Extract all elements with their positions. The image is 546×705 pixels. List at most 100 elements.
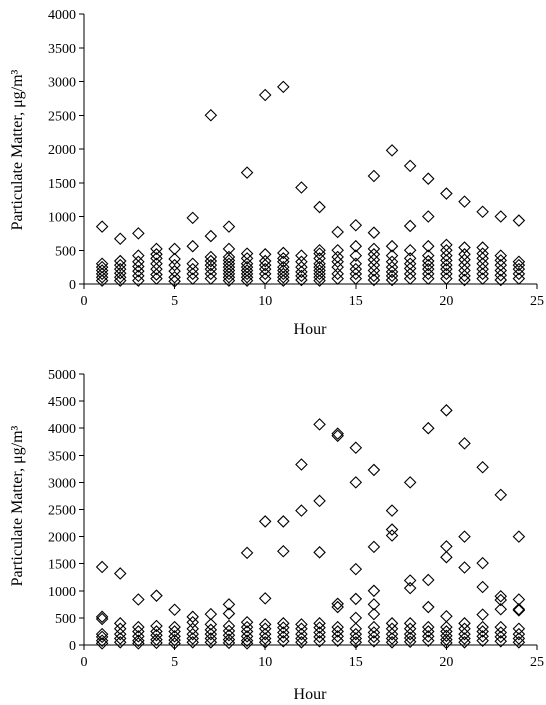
data-point [295,622,308,636]
data-point [313,267,326,281]
data-point [150,589,163,602]
data-point [204,632,218,645]
data-point [331,625,344,638]
data-point [512,258,526,272]
data-point [494,249,508,262]
data-point [313,247,326,260]
data-point [295,458,308,471]
data-point [204,607,218,621]
data-point [113,567,127,580]
y-axis-title: Particulate Matter, μg/m³ [9,69,26,230]
data-point [186,211,199,225]
y-tick-label: 5000 [48,368,76,383]
data-point [331,630,344,643]
y-tick-label: 4000 [48,422,76,437]
data-point [349,272,363,285]
data-point [440,620,453,634]
data-point [277,270,290,284]
y-tick-label: 1500 [48,177,76,192]
data-point [403,262,417,275]
data-point [204,262,218,276]
data-point [132,620,145,634]
data-point [331,250,344,264]
y-tick-label: 2500 [48,109,76,124]
data-point [512,262,526,276]
data-point [440,633,453,646]
data-point [349,636,363,649]
data-point [168,258,181,272]
data-point [132,264,145,278]
data-point [113,266,127,280]
data-point [367,269,381,283]
data-point [385,529,399,542]
data-point [150,248,163,261]
data-point [222,633,236,646]
data-point [168,637,181,650]
data-point [277,515,290,528]
data-point [403,581,417,595]
data-point [95,627,109,641]
data-point [403,631,417,645]
data-point [512,622,526,636]
data-point [422,258,435,272]
data-point [422,600,435,614]
data-point [186,632,199,645]
data-point [240,630,254,643]
data-point [313,270,326,284]
data-point [132,274,145,287]
data-point [385,260,399,274]
data-point [440,540,453,553]
data-point [476,556,489,570]
data-point [168,270,181,284]
data-point [331,243,344,257]
data-point [313,494,326,508]
data-point [403,257,417,271]
data-point [313,243,326,257]
data-point [240,166,254,179]
y-tick-label: 2000 [48,143,76,158]
data-point [440,272,453,285]
data-point [95,267,109,281]
data-point [458,561,471,574]
data-point [440,636,453,650]
data-point [349,592,363,606]
data-point [222,250,236,264]
data-point [240,252,254,265]
x-tick-label: 25 [530,294,544,309]
data-point [113,622,127,636]
data-point [494,593,508,607]
data-point [313,546,326,559]
data-point [313,257,326,271]
data-point [403,622,417,636]
data-point [512,267,526,281]
data-point [204,254,218,268]
data-point [403,574,417,587]
data-point [240,274,254,287]
data-point [385,627,399,641]
data-point [295,265,308,279]
data-point [313,617,326,630]
data-point [113,254,127,268]
data-point [113,627,127,641]
data-point [440,254,453,267]
data-point [494,273,508,287]
data-point [150,272,163,285]
data-point [367,273,381,287]
data-point [277,626,290,639]
data-point [277,274,290,287]
plot-area: 0 500 1000 1500 2000 2500 3000 3500 4000 0 5 10 15 20… [48,8,544,309]
scatter-chart-1: 0 500 1000 1500 2000 2500 3000 3500 4000 0 5 10 15 20… [9,8,544,338]
data-point [494,254,508,267]
data-point [277,264,290,277]
data-point [186,627,199,641]
data-point [512,602,526,616]
data-point [132,227,145,240]
data-point [95,264,109,277]
data-point [204,229,218,243]
x-axis-title: Hour [294,321,328,338]
data-point [349,562,363,576]
data-point [295,260,308,274]
data-point [204,623,218,637]
data-point [476,634,489,647]
data-point [331,225,344,239]
